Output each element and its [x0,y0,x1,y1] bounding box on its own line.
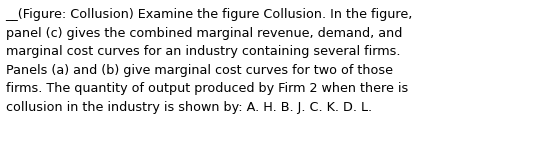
Text: __(Figure: Collusion) Examine the figure Collusion. In the figure,
panel (c) giv: __(Figure: Collusion) Examine the figure… [6,8,413,114]
